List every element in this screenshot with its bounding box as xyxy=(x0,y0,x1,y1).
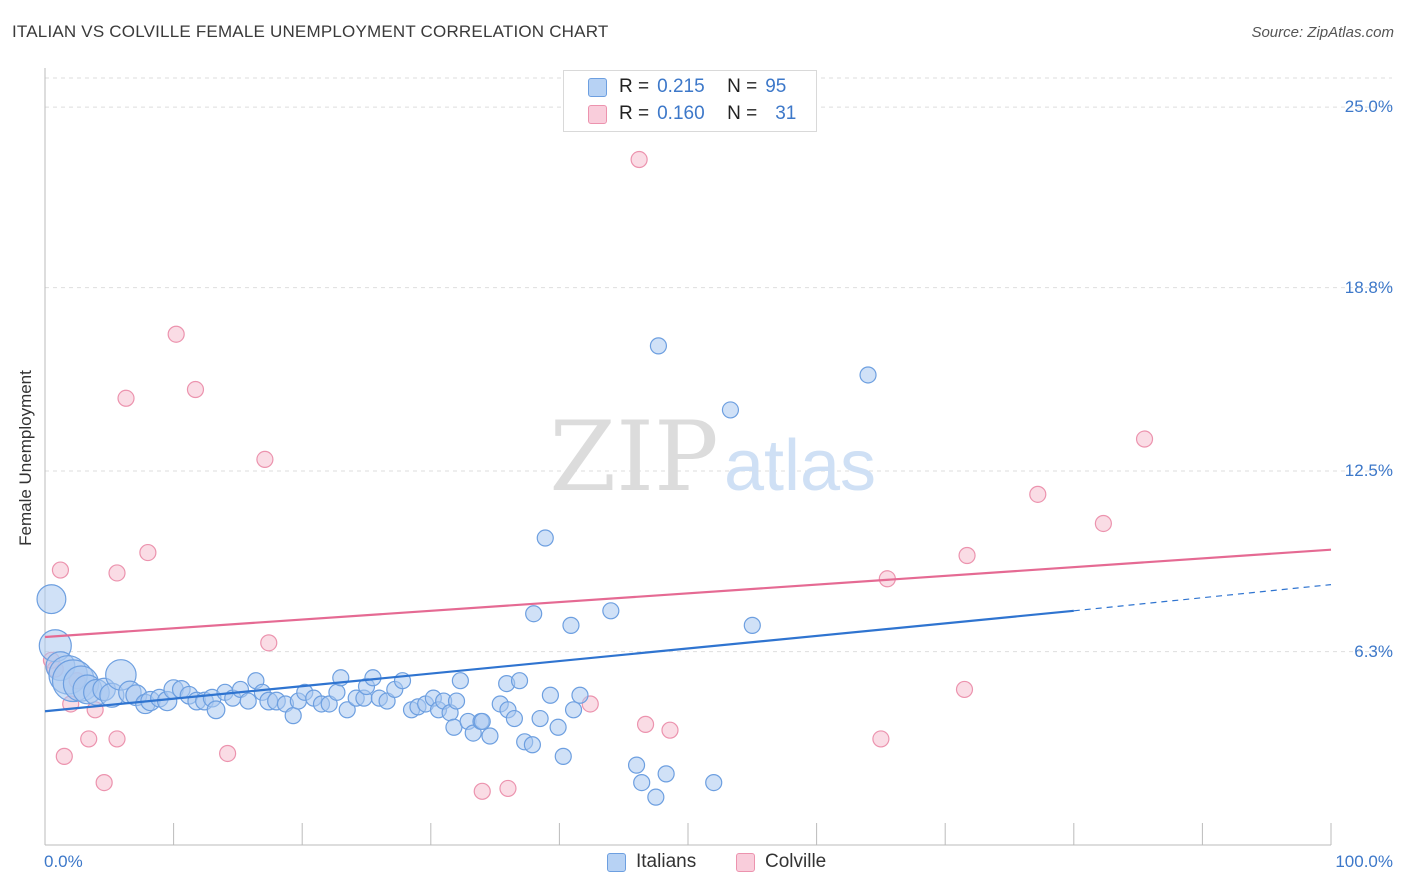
colville-point xyxy=(260,634,278,652)
italians-legend-swatch xyxy=(607,852,626,872)
italians-n-value: 95 xyxy=(765,76,787,97)
colville-point xyxy=(117,389,135,407)
colville-legend-label: Colville xyxy=(765,851,827,872)
italians-swatch xyxy=(588,77,607,97)
italians-point xyxy=(536,529,554,547)
legend-row-italians: R = 0.215 N = 95 xyxy=(588,75,786,99)
italians-point xyxy=(649,337,668,355)
colville-point xyxy=(473,782,491,800)
colville-legend-swatch xyxy=(736,852,755,872)
y-tick-label: 25.0% xyxy=(1344,97,1393,117)
colville-point xyxy=(108,730,126,748)
italians-point xyxy=(36,584,67,615)
colville-point xyxy=(1029,485,1047,503)
grid-lines xyxy=(45,77,1392,653)
italians-point xyxy=(562,616,580,634)
x-tick-max: 100.0% xyxy=(1335,852,1393,871)
watermark: ZIP atlas xyxy=(549,401,876,513)
colville-point xyxy=(661,721,679,739)
colville-point xyxy=(108,564,126,582)
italians-point xyxy=(564,701,583,719)
watermark-zip: ZIP xyxy=(549,401,718,513)
italians-point xyxy=(554,747,572,765)
colville-n-value: 31 xyxy=(775,103,797,124)
italians-r-value: 0.215 xyxy=(657,76,705,97)
legend-row-colville: R = 0.160 N = 31 xyxy=(588,102,796,126)
colville-point xyxy=(636,715,655,733)
bottom-legend-italians: Italians xyxy=(607,851,696,873)
x-tick-min: 0.0% xyxy=(44,852,83,871)
colville-point xyxy=(958,546,976,565)
italians-point xyxy=(647,788,665,806)
italians-point xyxy=(505,709,523,728)
watermark-atlas: atlas xyxy=(724,426,876,506)
y-tick-label: 18.8% xyxy=(1344,277,1393,297)
colville-point xyxy=(1135,430,1154,448)
colville-point xyxy=(219,744,237,763)
colville-point xyxy=(186,380,205,399)
italians-point xyxy=(523,736,541,754)
colville-point xyxy=(256,450,274,469)
italians-point xyxy=(705,773,723,792)
italians-point xyxy=(657,765,675,783)
italians-trend-extension xyxy=(1073,584,1332,612)
italians-point xyxy=(633,773,651,792)
italians-point xyxy=(531,709,549,728)
colville-point xyxy=(80,730,98,748)
n-label: N = xyxy=(727,103,758,124)
italians-point xyxy=(859,366,877,384)
italians-point xyxy=(510,672,529,690)
italians-point xyxy=(206,700,226,720)
italians-point xyxy=(525,605,543,623)
italians-point xyxy=(473,712,491,731)
italians-point xyxy=(451,672,469,690)
italians-point xyxy=(328,683,346,701)
italians-point xyxy=(447,692,466,710)
italians-point xyxy=(602,602,620,620)
colville-point xyxy=(630,150,648,169)
italians-point xyxy=(338,701,356,719)
n-label: N = xyxy=(727,76,758,97)
italians-point xyxy=(481,727,499,745)
colville-point xyxy=(51,561,70,579)
r-label: R = xyxy=(619,103,650,124)
italians-point xyxy=(284,707,302,725)
colville-point xyxy=(55,747,73,765)
colville-swatch xyxy=(588,104,607,124)
colville-r-value: 0.160 xyxy=(657,103,705,124)
italians-point xyxy=(627,756,646,774)
colville-trend-line xyxy=(44,548,1332,639)
stats-legend: R = 0.215 N = 95 R = 0.160 N = 31 xyxy=(563,70,817,132)
source-credit: Source: ZipAtlas.com xyxy=(1251,24,1394,41)
chart-title: ITALIAN VS COLVILLE FEMALE UNEMPLOYMENT … xyxy=(12,22,609,41)
colville-point xyxy=(95,773,113,792)
y-tick-label: 12.5% xyxy=(1344,461,1393,481)
axes xyxy=(44,68,1332,846)
italians-point xyxy=(239,692,257,710)
trend-lines xyxy=(44,548,1332,713)
bottom-legend-colville: Colville xyxy=(736,851,826,873)
y-tick-label: 6.3% xyxy=(1354,641,1393,661)
italians-point xyxy=(743,616,761,634)
colville-point xyxy=(955,680,974,699)
italians-legend-label: Italians xyxy=(636,851,697,872)
italians-trend-line xyxy=(44,609,1074,713)
italians-point xyxy=(549,718,567,736)
colville-point xyxy=(499,779,517,798)
italians-point xyxy=(721,401,740,419)
colville-point xyxy=(167,325,185,343)
colville-point xyxy=(139,543,157,562)
italians-point xyxy=(571,686,589,704)
italians-point xyxy=(541,686,559,704)
r-label: R = xyxy=(619,76,650,97)
colville-point xyxy=(872,730,890,748)
colville-point xyxy=(1094,514,1112,533)
